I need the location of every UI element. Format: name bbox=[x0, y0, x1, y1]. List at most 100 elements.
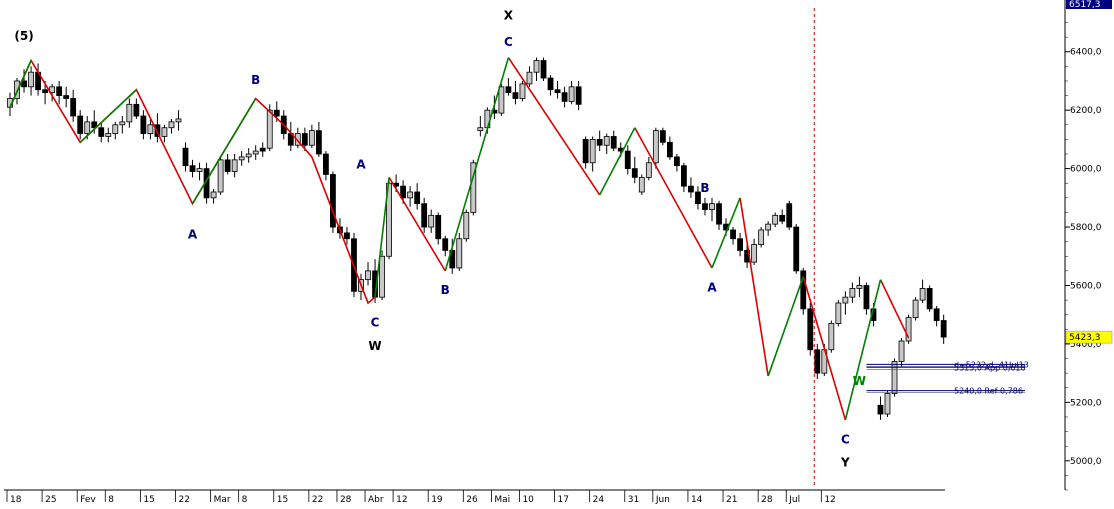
candle-body bbox=[561, 92, 568, 102]
time-tick-label: 28 bbox=[761, 495, 773, 505]
wave-label: B bbox=[251, 73, 260, 87]
candle-body bbox=[533, 60, 540, 73]
candle-body bbox=[540, 60, 547, 79]
candle-body bbox=[273, 109, 280, 117]
candle-body bbox=[456, 238, 463, 269]
candle-body bbox=[266, 109, 273, 149]
price-tick-label: 6200,0 bbox=[1070, 106, 1102, 116]
wave-label: A bbox=[356, 158, 366, 172]
candle-body bbox=[245, 153, 252, 158]
time-tick-label: Abr bbox=[368, 495, 384, 505]
candle-body bbox=[716, 203, 722, 225]
candle-body bbox=[624, 150, 631, 170]
candle-body bbox=[105, 133, 112, 137]
candle-body bbox=[582, 138, 589, 164]
candle-body bbox=[42, 89, 48, 94]
candle-body bbox=[477, 127, 484, 132]
candle-body bbox=[344, 232, 350, 240]
wave-down-line bbox=[507, 57, 601, 196]
wave-down-line bbox=[879, 279, 910, 339]
wave-label: C bbox=[841, 432, 850, 446]
candle-body bbox=[814, 349, 821, 374]
candle-body bbox=[189, 165, 196, 172]
candle-body bbox=[926, 288, 933, 310]
wave-up-line bbox=[444, 57, 510, 272]
time-tick-label: 21 bbox=[726, 495, 737, 505]
wave-label: B bbox=[441, 283, 450, 297]
candle-body bbox=[407, 191, 414, 199]
time-tick-label: 31 bbox=[628, 495, 639, 505]
candle-body bbox=[842, 296, 849, 304]
time-tick-label: 19 bbox=[431, 495, 443, 505]
candle-body bbox=[449, 250, 456, 269]
candle-body bbox=[856, 285, 863, 289]
current-price-box bbox=[1065, 330, 1113, 344]
candle-body bbox=[112, 124, 119, 134]
wave-up-line bbox=[844, 279, 882, 421]
time-tick-label: Mar bbox=[214, 495, 231, 505]
candle-body bbox=[575, 86, 582, 105]
candle-body bbox=[379, 255, 385, 298]
candle-body bbox=[702, 203, 708, 210]
candle-body bbox=[933, 308, 940, 321]
candle-body bbox=[175, 118, 182, 123]
candle-body bbox=[659, 130, 666, 143]
candle-body bbox=[652, 130, 659, 164]
candle-body bbox=[849, 288, 856, 298]
time-tick-label: Mai bbox=[494, 495, 510, 505]
candle-body bbox=[294, 133, 301, 146]
candle-body bbox=[800, 270, 807, 310]
candle-body bbox=[807, 308, 814, 351]
candle-body bbox=[428, 214, 435, 228]
candle-body bbox=[147, 124, 154, 134]
candle-body bbox=[645, 162, 652, 178]
candle-body bbox=[77, 115, 84, 134]
time-tick-label: 15 bbox=[277, 495, 288, 505]
candle-body bbox=[835, 302, 842, 324]
candle-body bbox=[119, 121, 126, 126]
candle-body bbox=[498, 86, 505, 114]
candle-body bbox=[631, 168, 638, 178]
time-tick-label: Fev bbox=[80, 495, 96, 505]
wave-up-line bbox=[9, 60, 32, 108]
wave-up-line bbox=[374, 177, 390, 298]
candle-body bbox=[322, 153, 329, 175]
time-tick-label: 25 bbox=[45, 495, 56, 505]
time-axis: 18 25 Fev 8 15 22 Mar 8 15 22 28 Abr 12 19 26 Mai 10 17 24… bbox=[4, 489, 945, 505]
candle-body bbox=[210, 191, 217, 199]
candle-body bbox=[919, 288, 926, 301]
candle-body bbox=[758, 229, 765, 245]
candle-body bbox=[259, 147, 266, 152]
candle-body bbox=[70, 98, 77, 117]
candle-body bbox=[751, 244, 758, 263]
candle-body bbox=[330, 174, 336, 228]
wave-label: X bbox=[504, 9, 514, 23]
candle-body bbox=[898, 340, 905, 362]
candle-body bbox=[161, 127, 168, 137]
price-tick-label: 5400,0 bbox=[1070, 340, 1102, 350]
candle-body bbox=[666, 141, 673, 158]
candle-body bbox=[84, 121, 91, 134]
wave-label: B bbox=[700, 181, 709, 195]
candle-body bbox=[133, 103, 140, 117]
candle-body bbox=[168, 121, 175, 129]
price-tick-label: 6400,0 bbox=[1070, 48, 1102, 58]
candle-body bbox=[638, 176, 645, 193]
price-tick-label: 6000,0 bbox=[1070, 165, 1102, 175]
wave-up-line bbox=[711, 197, 741, 269]
candle-body bbox=[681, 165, 687, 187]
wave-label: A bbox=[707, 280, 717, 294]
candle-body bbox=[554, 89, 561, 94]
wave-down-line bbox=[634, 127, 713, 269]
candle-body bbox=[421, 203, 428, 228]
time-tick-label: Jul bbox=[788, 495, 800, 505]
time-tick-label: 17 bbox=[558, 495, 569, 505]
candle-body bbox=[315, 130, 322, 155]
candle-body bbox=[28, 71, 34, 88]
candle-body bbox=[610, 136, 617, 149]
candle-body bbox=[765, 223, 772, 231]
candle-body bbox=[603, 136, 610, 146]
candle-body bbox=[140, 115, 147, 134]
